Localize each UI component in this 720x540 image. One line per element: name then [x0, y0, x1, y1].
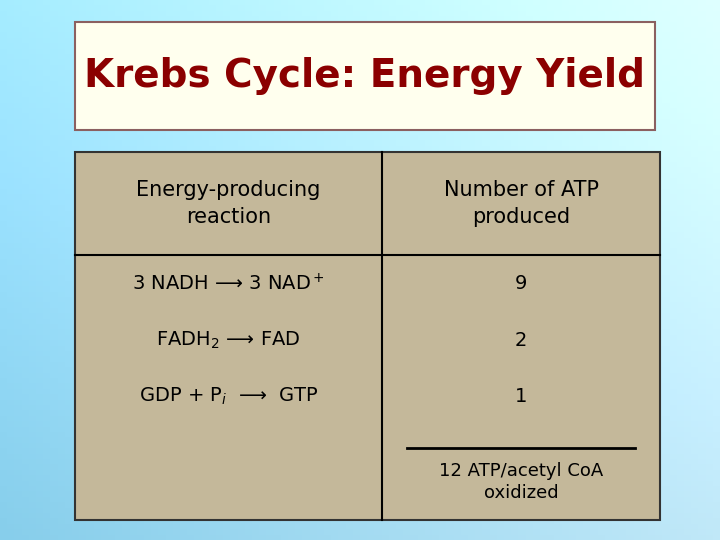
Text: 12 ATP/acetyl CoA
oxidized: 12 ATP/acetyl CoA oxidized: [439, 462, 603, 502]
Bar: [75, 22, 655, 130]
Bar: [75, 152, 660, 520]
Text: 1: 1: [515, 387, 527, 406]
Text: 9: 9: [515, 274, 527, 293]
Text: Energy-producing
reaction: Energy-producing reaction: [136, 180, 320, 227]
Text: Krebs Cycle: Energy Yield: Krebs Cycle: Energy Yield: [84, 57, 646, 95]
Text: 3 NADH ⟶ 3 NAD$^+$: 3 NADH ⟶ 3 NAD$^+$: [132, 273, 325, 294]
Text: FADH$_2$ ⟶ FAD: FADH$_2$ ⟶ FAD: [156, 329, 301, 350]
Text: GDP + P$_i$  ⟶  GTP: GDP + P$_i$ ⟶ GTP: [139, 386, 318, 407]
Text: Number of ATP
produced: Number of ATP produced: [444, 180, 598, 227]
Text: 2: 2: [515, 330, 527, 349]
